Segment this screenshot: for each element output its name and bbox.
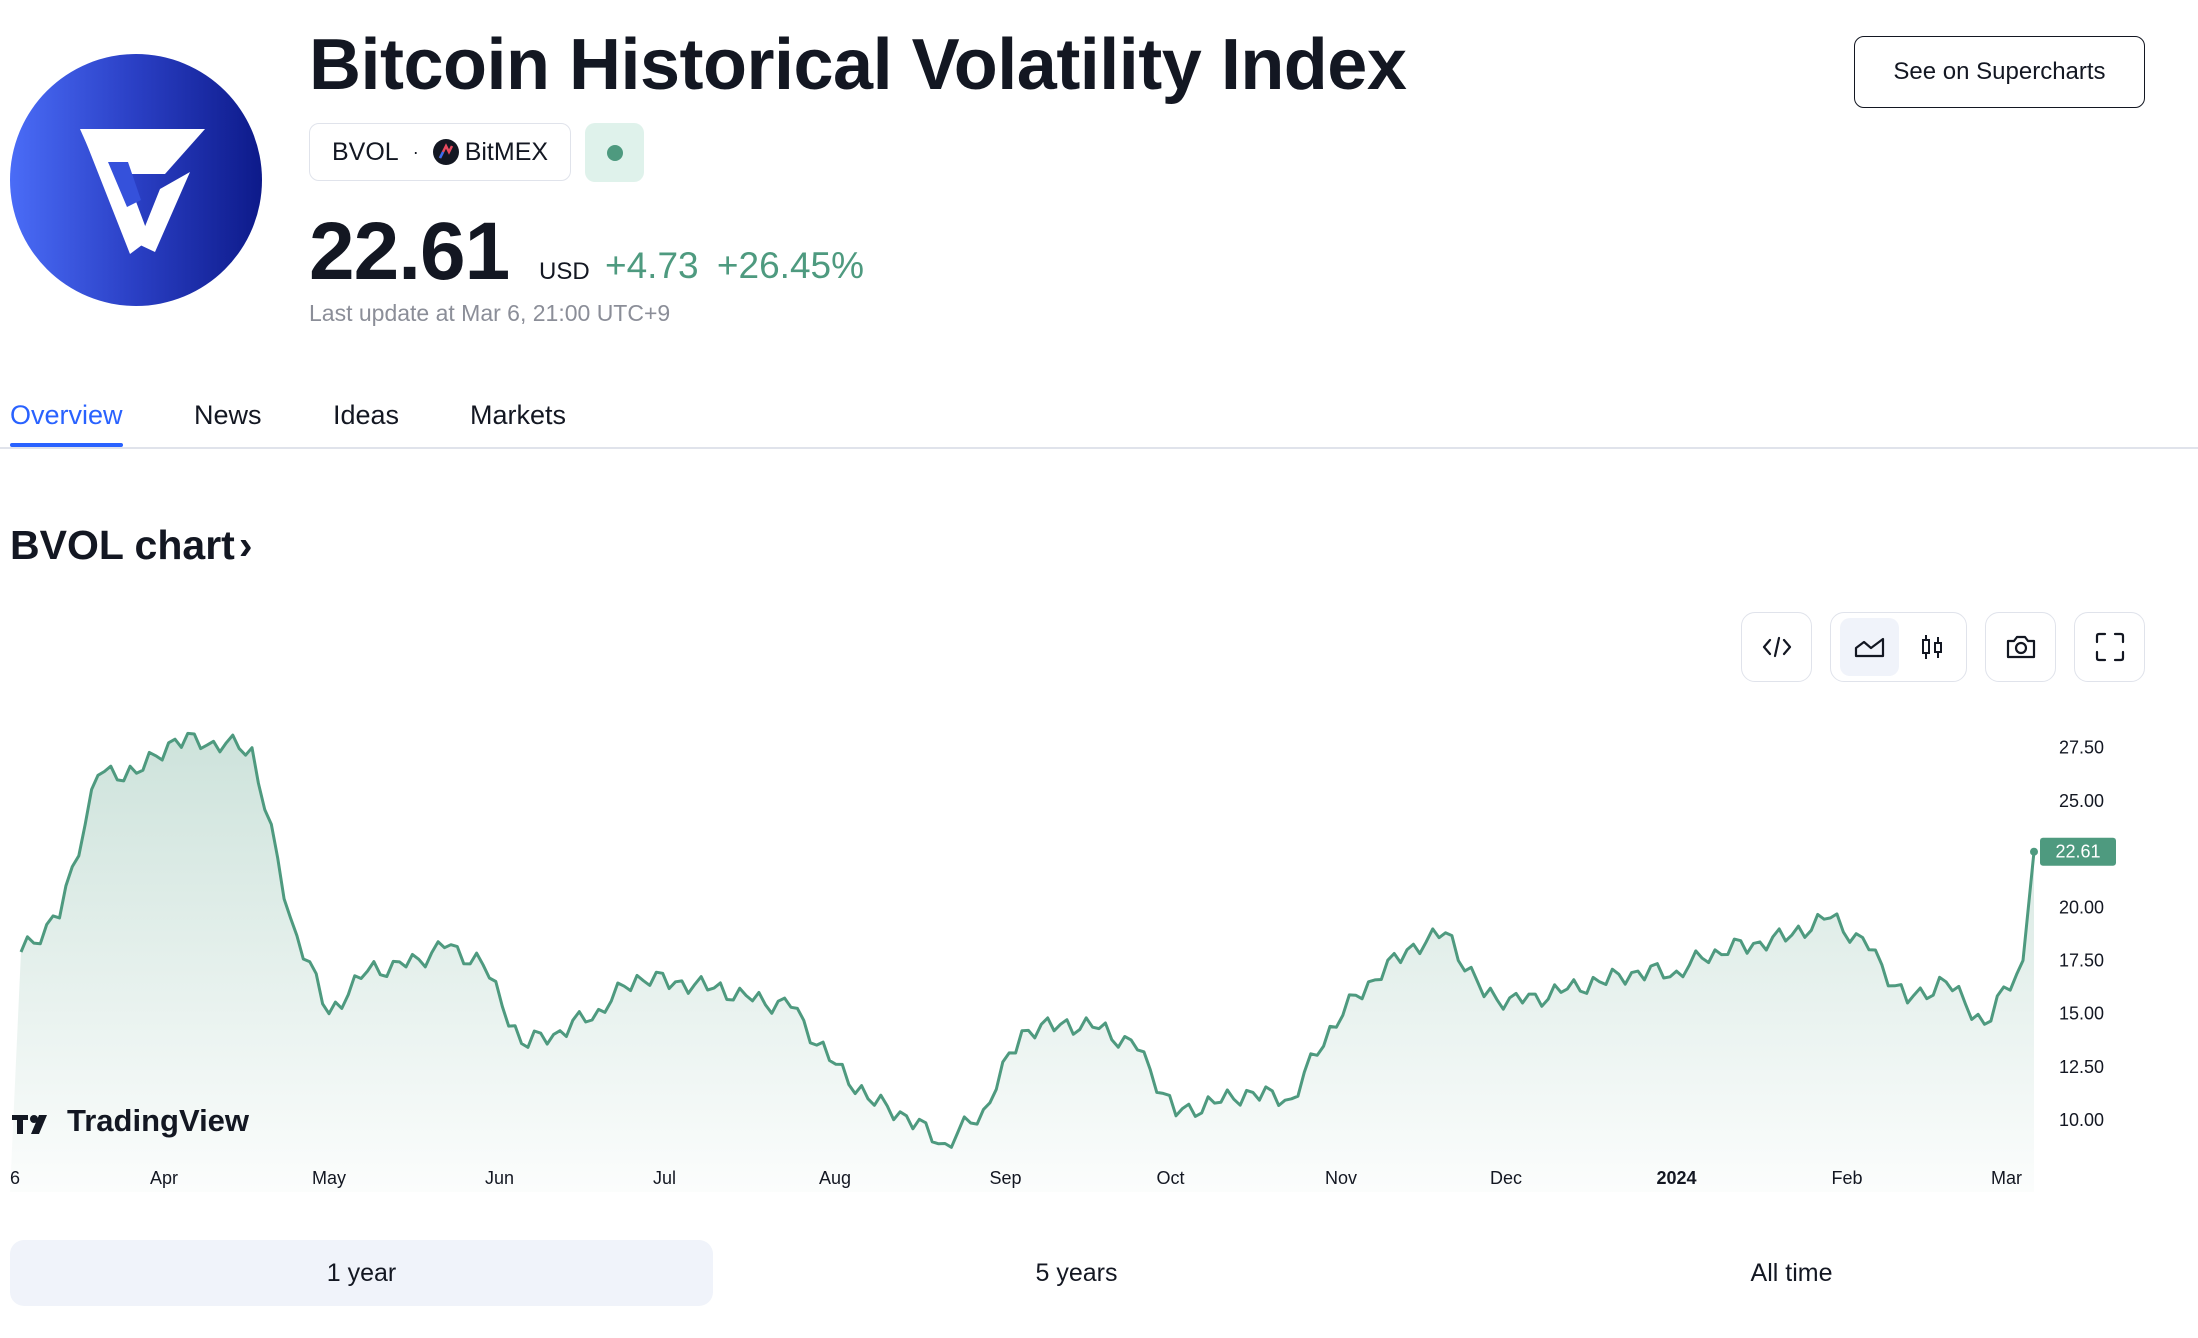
- price-value: 22.61: [309, 206, 510, 297]
- chevron-right-icon: ›: [238, 522, 253, 568]
- x-tick-label: May: [312, 1168, 346, 1188]
- watermark-text: TradingView: [67, 1103, 250, 1138]
- see-on-supercharts-button[interactable]: See on Supercharts: [1854, 36, 2145, 108]
- x-tick-label: Dec: [1490, 1168, 1522, 1188]
- change-absolute: +4.73: [605, 245, 699, 286]
- separator-dot: ·: [412, 141, 419, 162]
- x-tick-label: Apr: [150, 1168, 178, 1188]
- screenshot-button[interactable]: [1985, 612, 2056, 682]
- change-percent: +26.45%: [716, 245, 865, 286]
- price-change: +4.73 +26.45%: [605, 245, 864, 287]
- x-tick-label: Sep: [989, 1168, 1021, 1188]
- y-tick-label: 20.00: [2059, 897, 2104, 917]
- x-tick-label: Aug: [819, 1168, 851, 1188]
- y-tick-label: 27.50: [2059, 738, 2104, 758]
- page-title: Bitcoin Historical Volatility Index: [309, 25, 1407, 105]
- x-tick-label: Jun: [485, 1168, 514, 1188]
- last-update-text: Last update at Mar 6, 21:00 UTC+9: [309, 300, 671, 326]
- last-point: [2030, 847, 2038, 856]
- embed-code-icon: [1762, 636, 1791, 658]
- last-price-label: 22.61: [2055, 842, 2100, 862]
- logo-mark-icon: [80, 129, 205, 254]
- tab-overview[interactable]: Overview: [10, 400, 123, 430]
- x-tick-label: Feb: [1831, 1168, 1862, 1188]
- last-price-marker: 22.61: [2030, 837, 2116, 866]
- x-tick-label: 6: [10, 1168, 20, 1188]
- symbol-exchange-chip[interactable]: BVOL · BitMEX: [309, 123, 571, 181]
- market-status-badge[interactable]: [585, 123, 644, 182]
- bitmex-logo: [10, 54, 262, 306]
- y-axis: 10.00 12.50 15.00 17.50 20.00 25.00 27.50: [2059, 738, 2104, 1130]
- chart-section-link[interactable]: BVOL chart›: [10, 522, 252, 569]
- tradingview-watermark: TradingView: [12, 1103, 250, 1138]
- y-tick-label: 15.00: [2059, 1004, 2104, 1024]
- x-tick-label: Nov: [1325, 1168, 1357, 1188]
- range-all-time[interactable]: All time: [1750, 1258, 1833, 1287]
- x-tick-label: Mar: [1991, 1168, 2022, 1188]
- y-tick-label: 17.50: [2059, 950, 2104, 970]
- x-tick-label: Oct: [1156, 1168, 1184, 1188]
- chart-style-group: [1830, 612, 1967, 682]
- fullscreen-button[interactable]: [2074, 612, 2145, 682]
- candlestick-icon: [1922, 635, 1942, 659]
- candles-style-button[interactable]: [1907, 618, 1957, 676]
- chart-series-line: [19, 731, 2036, 1149]
- range-1-year[interactable]: 1 year: [10, 1240, 713, 1306]
- price-chart[interactable]: 10.00 12.50 15.00 17.50 20.00 25.00 27.50 6 Apr…: [0, 700, 2198, 1200]
- area-style-button[interactable]: [1840, 618, 1899, 676]
- tab-ideas[interactable]: Ideas: [333, 400, 400, 430]
- exchange-icon: [432, 139, 459, 165]
- tabs-divider: [0, 447, 2198, 449]
- camera-icon: [2006, 635, 2035, 659]
- x-tick-label: 2024: [1656, 1168, 1696, 1188]
- y-tick-label: 12.50: [2059, 1057, 2104, 1077]
- symbol-label: BVOL: [332, 137, 399, 166]
- chart-area-fill: [10, 733, 2034, 1192]
- y-tick-label: 25.00: [2059, 791, 2104, 811]
- chart-section-title: BVOL chart: [10, 522, 235, 568]
- tradingview-logo-icon: [12, 1115, 47, 1134]
- tab-markets[interactable]: Markets: [470, 400, 567, 430]
- exchange-label: BitMEX: [464, 137, 549, 166]
- tab-news[interactable]: News: [194, 400, 262, 430]
- y-tick-label: 10.00: [2059, 1110, 2104, 1130]
- last-price-label-bg: [2040, 837, 2116, 866]
- x-tick-label: Jul: [653, 1168, 676, 1188]
- active-tab-indicator: [10, 443, 123, 447]
- embed-code-button[interactable]: [1741, 612, 1812, 682]
- price-currency: USD: [539, 258, 590, 285]
- status-dot-icon: [607, 145, 623, 161]
- area-chart-icon: [1854, 637, 1884, 658]
- fullscreen-icon: [2095, 632, 2124, 662]
- x-axis: 6 Apr May Jun Jul Aug Sep Oct Nov Dec 2024 Feb Mar: [10, 1168, 2022, 1188]
- range-5-years[interactable]: 5 years: [1035, 1258, 1118, 1287]
